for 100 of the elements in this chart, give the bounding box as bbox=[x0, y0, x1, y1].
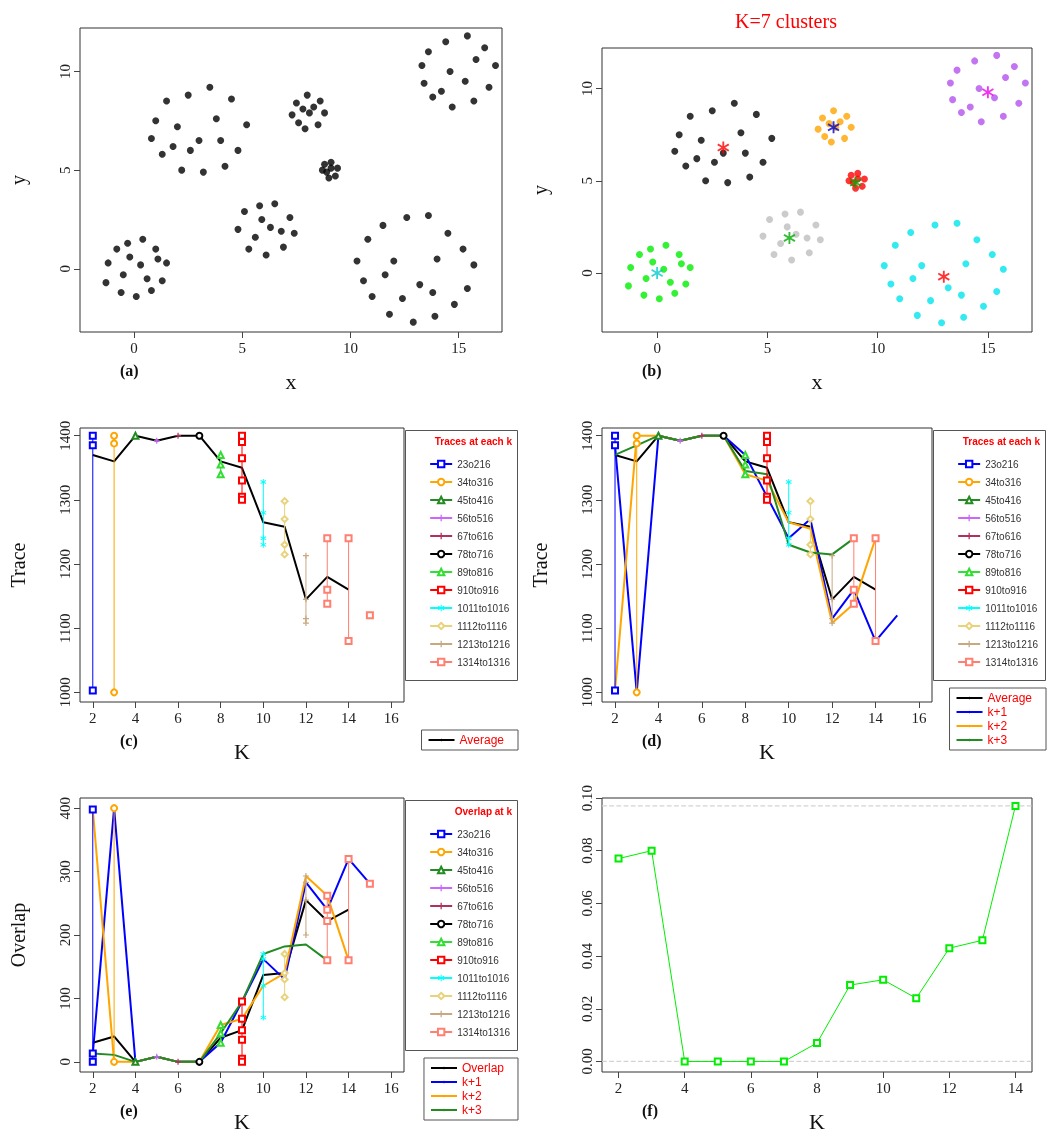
x-axis-title: x bbox=[285, 368, 297, 394]
x-tick-label: 16 bbox=[911, 709, 927, 726]
text: (a) bbox=[120, 361, 139, 380]
x-tick-label: 10 bbox=[255, 709, 271, 726]
legend-label: 23o216 bbox=[457, 828, 491, 840]
x-tick-label: 4 bbox=[680, 1079, 689, 1096]
legend-label: 34to316 bbox=[457, 846, 494, 858]
y-tick-label: 1000 bbox=[578, 677, 595, 708]
x-tick-label: 14 bbox=[341, 1079, 357, 1096]
x-tick-label: 10 bbox=[781, 709, 797, 726]
legend-label: k+2 bbox=[461, 1089, 482, 1103]
y-axis-title: Trace bbox=[529, 542, 551, 588]
x-tick-label: 16 bbox=[383, 709, 400, 726]
x-tick-label: 14 bbox=[868, 709, 884, 726]
text: (c) bbox=[120, 731, 138, 750]
legend-label: 1314to1316 bbox=[985, 656, 1039, 668]
x-tick-label: 8 bbox=[813, 1079, 821, 1096]
legend-label: 1011to1016 bbox=[457, 602, 510, 614]
legend-label: k+3 bbox=[461, 1103, 482, 1117]
x-tick-label: 8 bbox=[216, 1079, 225, 1096]
x-tick-label: 2 bbox=[89, 709, 97, 726]
x-tick-label: 5 bbox=[238, 339, 247, 356]
y-tick-label: 0.10 bbox=[578, 784, 595, 812]
legend-label: 910to916 bbox=[457, 954, 500, 966]
legend-label: 1112to1116 bbox=[457, 620, 508, 632]
x-tick-label: 4 bbox=[131, 1079, 140, 1096]
x-tick-label: 14 bbox=[341, 709, 357, 726]
y-tick-label: 1200 bbox=[578, 549, 595, 580]
legend-label: k+3 bbox=[987, 733, 1008, 747]
legend-label: 67to616 bbox=[985, 530, 1022, 542]
legend-label: 1011to1016 bbox=[985, 602, 1038, 614]
x-tick-label: 12 bbox=[824, 709, 840, 726]
legend-label: 1213to1216 bbox=[457, 638, 511, 650]
chart-title: K=7 clusters bbox=[735, 10, 838, 32]
x-tick-label: 6 bbox=[174, 709, 183, 726]
x-tick-label: 5 bbox=[763, 339, 772, 356]
x-tick-label: 4 bbox=[654, 709, 663, 726]
legend-label: 56to516 bbox=[985, 512, 1022, 524]
x-tick-label: 8 bbox=[216, 709, 225, 726]
legend-label: 1112to1116 bbox=[985, 620, 1036, 632]
x-tick-label: 2 bbox=[614, 1079, 623, 1096]
y-axis-title: y bbox=[7, 175, 30, 185]
x-axis-title: K bbox=[809, 1108, 826, 1134]
legend-label: 89to816 bbox=[457, 936, 494, 948]
y-tick-label: 1400 bbox=[56, 420, 73, 451]
legend-label: k+1 bbox=[987, 705, 1008, 719]
legend-label: 23o216 bbox=[985, 458, 1019, 470]
y-tick-label: 1200 bbox=[56, 549, 73, 580]
x-axis-title: x bbox=[811, 368, 823, 394]
legend-label: Average bbox=[459, 733, 505, 747]
legend-label: 1112to1116 bbox=[457, 990, 508, 1002]
y-tick-label: 1300 bbox=[578, 484, 595, 515]
x-axis-title: K bbox=[234, 738, 251, 764]
x-tick-label: 10 bbox=[343, 339, 359, 356]
y-tick-label: 0.08 bbox=[578, 837, 595, 864]
x-tick-label: 6 bbox=[698, 709, 707, 726]
legend-label: 34to316 bbox=[457, 476, 494, 488]
legend-label: 1213to1216 bbox=[985, 638, 1039, 650]
legend-label: 67to616 bbox=[457, 900, 494, 912]
legend-label: 34to316 bbox=[985, 476, 1022, 488]
legend-label: 1314to1316 bbox=[457, 1026, 511, 1038]
x-tick-label: 16 bbox=[383, 1079, 400, 1096]
legend-title: Overlap at k bbox=[454, 805, 513, 817]
x-tick-label: 0 bbox=[653, 339, 661, 356]
y-tick-label: 200 bbox=[56, 923, 73, 947]
y-tick-label: 5 bbox=[578, 177, 595, 185]
y-tick-label: 300 bbox=[56, 860, 73, 883]
legend-label: 78to716 bbox=[985, 548, 1022, 560]
y-tick-label: 10 bbox=[56, 63, 73, 79]
legend-label: Average bbox=[987, 691, 1033, 705]
legend-label: 910to916 bbox=[457, 584, 500, 596]
legend-label: 910to916 bbox=[985, 584, 1028, 596]
legend-label: Overlap bbox=[461, 1061, 505, 1075]
legend-label: 89to816 bbox=[985, 566, 1022, 578]
x-tick-label: 15 bbox=[980, 339, 996, 356]
x-tick-label: 14 bbox=[1007, 1079, 1024, 1096]
legend-label: 1213to1216 bbox=[457, 1008, 511, 1020]
y-tick-label: 0 bbox=[56, 1058, 73, 1066]
legend-label: 23o216 bbox=[457, 458, 491, 470]
x-tick-label: 8 bbox=[741, 709, 750, 726]
y-axis-title: Trace bbox=[7, 542, 29, 588]
legend-title: Traces at each k bbox=[434, 435, 513, 447]
legend-label: 45to416 bbox=[457, 494, 494, 506]
y-tick-label: 0.02 bbox=[578, 995, 595, 1022]
text: (e) bbox=[120, 1101, 138, 1120]
y-tick-label: 0.06 bbox=[578, 889, 595, 917]
x-tick-label: 4 bbox=[131, 709, 140, 726]
text: (f) bbox=[642, 1101, 658, 1120]
y-tick-label: 0 bbox=[56, 265, 73, 273]
y-axis-title: y bbox=[529, 185, 552, 195]
x-tick-label: 12 bbox=[298, 709, 314, 726]
text: (d) bbox=[642, 731, 662, 750]
x-axis-title: K bbox=[759, 738, 776, 764]
y-tick-label: 5 bbox=[56, 166, 73, 174]
legend-label: 78to716 bbox=[457, 548, 494, 560]
legend-label: 1011to1016 bbox=[457, 972, 510, 984]
legend-label: k+1 bbox=[461, 1075, 482, 1089]
text: (b) bbox=[642, 361, 662, 380]
x-tick-label: 6 bbox=[174, 1079, 183, 1096]
x-tick-label: 0 bbox=[130, 339, 138, 356]
